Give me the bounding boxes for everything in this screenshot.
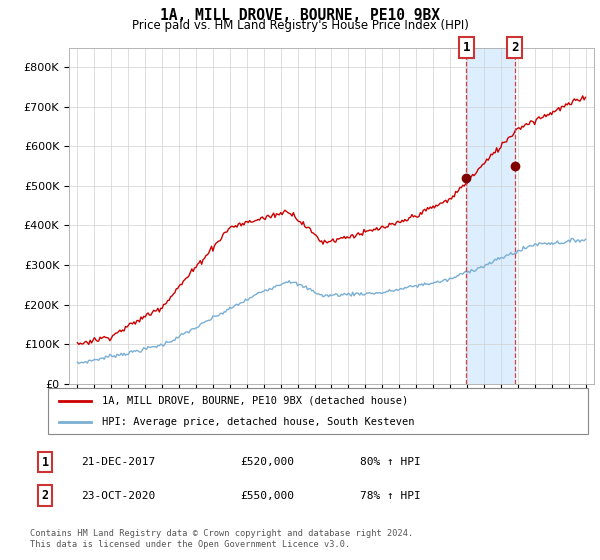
Text: 1: 1 — [463, 41, 470, 54]
FancyBboxPatch shape — [48, 388, 588, 434]
Text: 78% ↑ HPI: 78% ↑ HPI — [360, 491, 421, 501]
Text: 23-OCT-2020: 23-OCT-2020 — [81, 491, 155, 501]
Text: HPI: Average price, detached house, South Kesteven: HPI: Average price, detached house, Sout… — [102, 417, 415, 427]
Text: 2: 2 — [511, 41, 518, 54]
Text: 1: 1 — [41, 455, 49, 469]
Text: Contains HM Land Registry data © Crown copyright and database right 2024.
This d: Contains HM Land Registry data © Crown c… — [30, 529, 413, 549]
Text: 1A, MILL DROVE, BOURNE, PE10 9BX (detached house): 1A, MILL DROVE, BOURNE, PE10 9BX (detach… — [102, 396, 408, 406]
Text: £550,000: £550,000 — [240, 491, 294, 501]
Text: Price paid vs. HM Land Registry's House Price Index (HPI): Price paid vs. HM Land Registry's House … — [131, 19, 469, 32]
Text: 2: 2 — [41, 489, 49, 502]
Text: 80% ↑ HPI: 80% ↑ HPI — [360, 457, 421, 467]
Text: 21-DEC-2017: 21-DEC-2017 — [81, 457, 155, 467]
Text: 1A, MILL DROVE, BOURNE, PE10 9BX: 1A, MILL DROVE, BOURNE, PE10 9BX — [160, 8, 440, 24]
Text: £520,000: £520,000 — [240, 457, 294, 467]
Bar — [466, 48, 515, 384]
